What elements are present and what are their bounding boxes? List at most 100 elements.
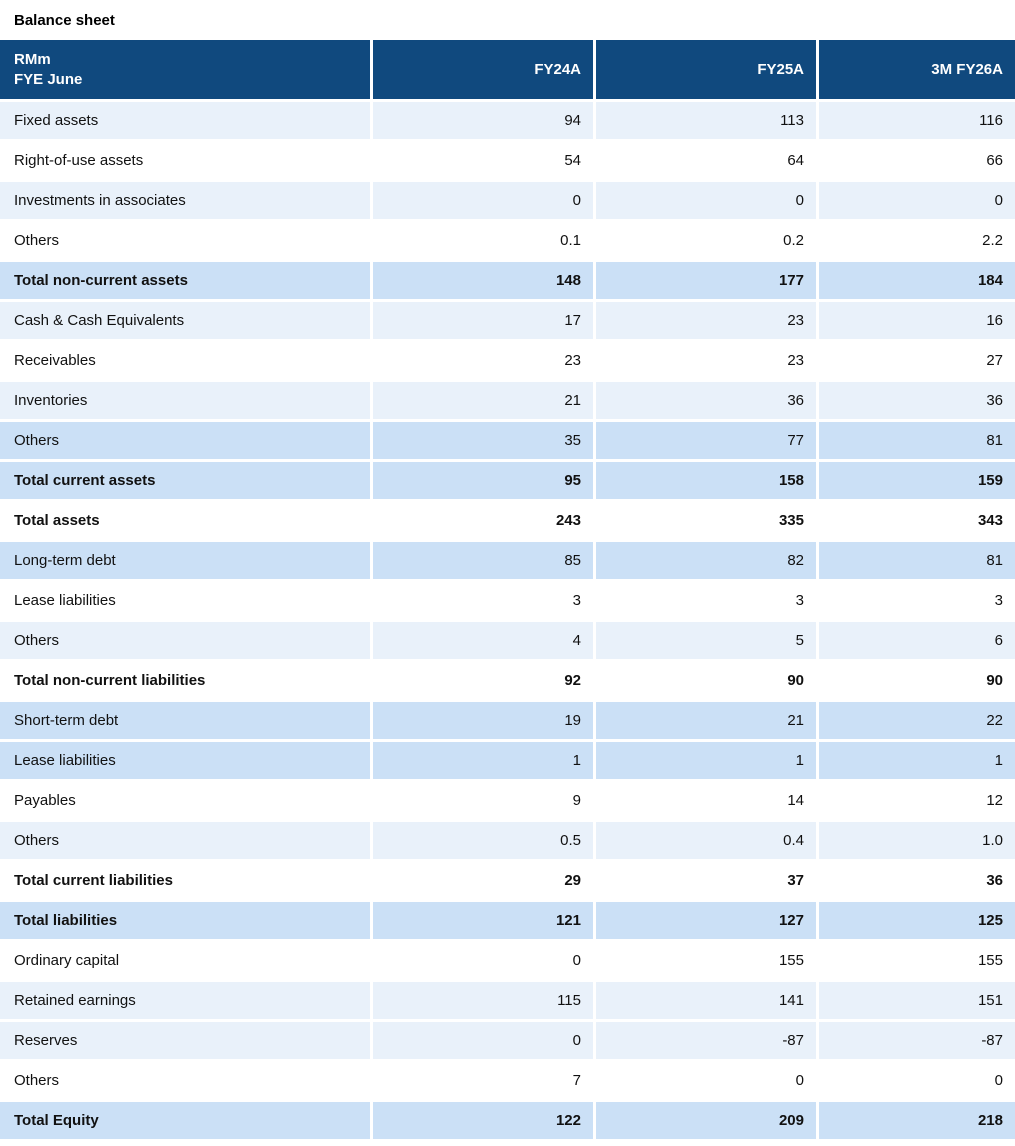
table-row: Long-term debt 85 82 81	[0, 542, 1015, 582]
row-value: 243	[373, 502, 596, 542]
row-value: -87	[596, 1022, 819, 1062]
row-value: 141	[596, 982, 819, 1022]
row-value: 148	[373, 262, 596, 302]
table-row: Others 4 5 6	[0, 622, 1015, 662]
row-label: Total Equity	[0, 1102, 373, 1142]
header-unit-label: RMm	[14, 50, 51, 68]
row-value: 158	[596, 462, 819, 502]
row-value: 14	[596, 782, 819, 822]
row-value: 155	[596, 942, 819, 982]
row-value: 1	[596, 742, 819, 782]
row-label: Ordinary capital	[0, 942, 373, 982]
row-value: 0.5	[373, 822, 596, 862]
table-row: Others 0.1 0.2 2.2	[0, 222, 1015, 262]
row-value: 81	[819, 422, 1015, 462]
row-value: 64	[596, 142, 819, 182]
page-title: Balance sheet	[14, 11, 115, 29]
row-value: 12	[819, 782, 1015, 822]
row-value: 21	[373, 382, 596, 422]
row-label: Total non-current assets	[0, 262, 373, 302]
row-value: 27	[819, 342, 1015, 382]
row-value: 0.2	[596, 222, 819, 262]
row-value: 54	[373, 142, 596, 182]
row-label: Total assets	[0, 502, 373, 542]
table-row: Inventories 21 36 36	[0, 382, 1015, 422]
table-row: Total non-current liabilities 92 90 90	[0, 662, 1015, 702]
table-row: Total current assets 95 158 159	[0, 462, 1015, 502]
table-row: Fixed assets 94 113 116	[0, 102, 1015, 142]
row-value: 7	[373, 1062, 596, 1102]
row-value: 9	[373, 782, 596, 822]
row-value: 21	[596, 702, 819, 742]
row-value: 90	[819, 662, 1015, 702]
row-label: Others	[0, 222, 373, 262]
row-label: Lease liabilities	[0, 582, 373, 622]
row-value: 1.0	[819, 822, 1015, 862]
row-value: 125	[819, 902, 1015, 942]
row-value: 19	[373, 702, 596, 742]
row-value: 36	[596, 382, 819, 422]
row-label: Total liabilities	[0, 902, 373, 942]
header-col-fy24a: FY24A	[373, 40, 596, 102]
row-label: Others	[0, 422, 373, 462]
table-row: Total liabilities 121 127 125	[0, 902, 1015, 942]
row-value: 155	[819, 942, 1015, 982]
row-label: Fixed assets	[0, 102, 373, 142]
row-value: 23	[596, 342, 819, 382]
row-value: 35	[373, 422, 596, 462]
row-value: 90	[596, 662, 819, 702]
row-value: 218	[819, 1102, 1015, 1142]
row-value: 113	[596, 102, 819, 142]
row-label: Payables	[0, 782, 373, 822]
table-row: Total Equity 122 209 218	[0, 1102, 1015, 1142]
row-label: Reserves	[0, 1022, 373, 1062]
row-value: 77	[596, 422, 819, 462]
row-label: Short-term debt	[0, 702, 373, 742]
row-label: Others	[0, 822, 373, 862]
row-value: 2.2	[819, 222, 1015, 262]
row-value: 3	[373, 582, 596, 622]
row-value: 3	[596, 582, 819, 622]
row-value: 23	[596, 302, 819, 342]
row-value: 151	[819, 982, 1015, 1022]
row-value: 1	[819, 742, 1015, 782]
table-row: Short-term debt 19 21 22	[0, 702, 1015, 742]
row-label: Total non-current liabilities	[0, 662, 373, 702]
table-row: Reserves 0 -87 -87	[0, 1022, 1015, 1062]
row-value: 0.1	[373, 222, 596, 262]
table-row: Total current liabilities 29 37 36	[0, 862, 1015, 902]
header-col-fy25a: FY25A	[596, 40, 819, 102]
table-row: Cash & Cash Equivalents 17 23 16	[0, 302, 1015, 342]
row-value: 36	[819, 382, 1015, 422]
table-row: Lease liabilities 1 1 1	[0, 742, 1015, 782]
row-value: 0	[373, 1022, 596, 1062]
table-row: Others 35 77 81	[0, 422, 1015, 462]
row-value: 36	[819, 862, 1015, 902]
row-value: 92	[373, 662, 596, 702]
row-label: Long-term debt	[0, 542, 373, 582]
row-label: Others	[0, 622, 373, 662]
table-row: Receivables 23 23 27	[0, 342, 1015, 382]
row-value: 85	[373, 542, 596, 582]
table-row: Others 7 0 0	[0, 1062, 1015, 1102]
row-label: Inventories	[0, 382, 373, 422]
row-value: 184	[819, 262, 1015, 302]
row-value: 0	[373, 182, 596, 222]
row-value: 177	[596, 262, 819, 302]
row-value: 95	[373, 462, 596, 502]
row-value: 0	[596, 1062, 819, 1102]
table-header-row: RMm FYE June FY24A FY25A 3M FY26A	[0, 40, 1015, 102]
row-value: 29	[373, 862, 596, 902]
row-value: -87	[819, 1022, 1015, 1062]
row-label: Retained earnings	[0, 982, 373, 1022]
row-value: 6	[819, 622, 1015, 662]
balance-sheet-table: RMm FYE June FY24A FY25A 3M FY26A Fixed …	[0, 40, 1015, 1142]
row-value: 82	[596, 542, 819, 582]
row-label: Right-of-use assets	[0, 142, 373, 182]
row-value: 3	[819, 582, 1015, 622]
row-label: Receivables	[0, 342, 373, 382]
row-value: 16	[819, 302, 1015, 342]
row-value: 115	[373, 982, 596, 1022]
row-label: Others	[0, 1062, 373, 1102]
